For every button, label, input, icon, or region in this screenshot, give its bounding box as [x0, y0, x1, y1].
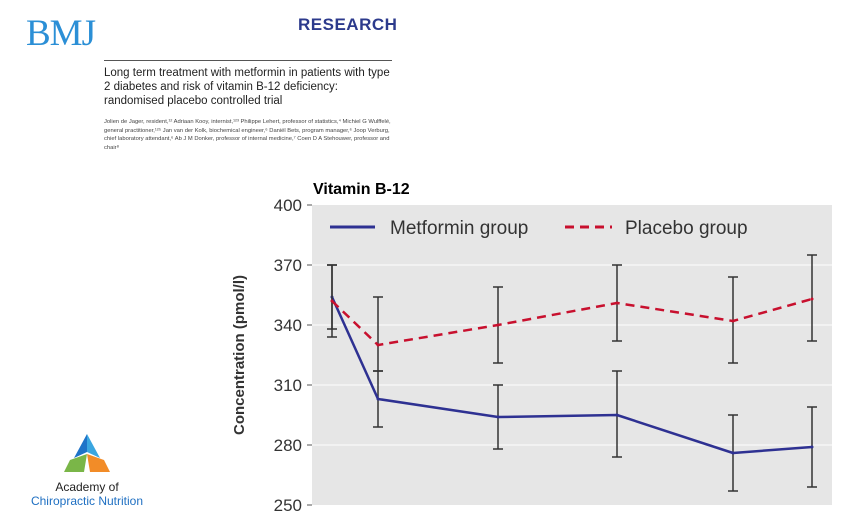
academy-branding: Academy of Chiropractic Nutrition [22, 432, 152, 508]
series-line [331, 297, 813, 347]
author-list: Jolien de Jager, resident,¹² Adriaan Koo… [104, 119, 391, 151]
series-line [330, 296, 813, 455]
legend-label: Metformin group [390, 218, 528, 239]
bmj-logo: BMJ [26, 13, 96, 54]
plot-area [312, 205, 832, 505]
y-axis: 250 280 310 340 370 400 [274, 196, 832, 515]
series-placebo [327, 254, 817, 372]
series-layer [327, 254, 817, 492]
data-point [731, 319, 735, 323]
data-point [376, 343, 380, 347]
data-point [376, 397, 380, 401]
data-point [496, 323, 500, 327]
section-label: RESEARCH [298, 15, 398, 34]
y-tick-label: 280 [274, 436, 302, 455]
y-tick-label: 370 [274, 256, 302, 275]
y-axis-label: Concentration (pmol/l) [231, 275, 248, 435]
data-point [810, 445, 814, 449]
academy-logo-icon [64, 434, 110, 472]
data-point [731, 451, 735, 455]
data-point [615, 301, 619, 305]
article-title: Long term treatment with metformin in pa… [104, 67, 390, 107]
academy-name-line2: Chiropractic Nutrition [30, 494, 144, 508]
title-rule [104, 60, 392, 61]
data-point [615, 413, 619, 417]
y-tick-label: 310 [274, 376, 302, 395]
y-tick-label: 340 [274, 316, 302, 335]
legend: Metformin group Placebo group [330, 218, 748, 239]
y-tick-label: 400 [274, 196, 302, 215]
data-point [496, 415, 500, 419]
y-tick-label: 250 [274, 496, 302, 515]
legend-label: Placebo group [625, 218, 748, 239]
data-point [330, 299, 334, 303]
chart-title: Vitamin B-12 [313, 181, 410, 198]
academy-name-line1: Academy of [55, 480, 119, 494]
data-point [810, 297, 814, 301]
